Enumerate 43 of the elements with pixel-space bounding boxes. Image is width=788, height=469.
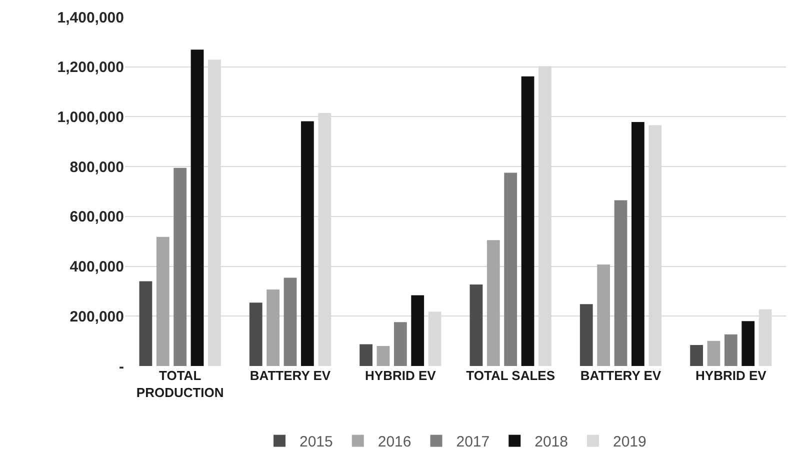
bar — [249, 302, 262, 366]
x-tick-label: TOTAL SALES — [466, 368, 556, 383]
bar — [614, 200, 628, 366]
legend-label: 2017 — [456, 434, 490, 451]
legend-label: 2016 — [378, 434, 412, 451]
bar — [742, 321, 755, 366]
bar — [139, 281, 152, 366]
y-tick-label: 800,000 — [70, 158, 124, 176]
x-tick-label: BATTERY EV — [580, 368, 662, 383]
bar — [266, 289, 280, 366]
y-tick-label: 1,400,000 — [57, 9, 124, 26]
bar — [360, 344, 372, 366]
bar — [597, 264, 610, 366]
bar — [156, 236, 170, 366]
bar — [707, 340, 720, 366]
x-tick-label: HYBRID EV — [696, 368, 767, 383]
bar — [190, 50, 204, 366]
y-tick-label: 400,000 — [70, 258, 124, 276]
y-tick-label: 200,000 — [70, 308, 124, 326]
y-tick-label: - — [119, 358, 124, 376]
bar — [376, 346, 390, 366]
bar — [470, 284, 483, 366]
bar — [300, 121, 314, 366]
bar — [521, 76, 534, 366]
bar — [690, 345, 703, 366]
legend-label: 2018 — [534, 434, 568, 451]
bar — [284, 278, 297, 366]
bar — [504, 172, 518, 366]
y-tick-label: 600,000 — [70, 208, 124, 226]
y-tick-label: 1,200,000 — [57, 59, 124, 76]
bar — [486, 240, 500, 366]
legend-label: 2019 — [613, 434, 646, 451]
x-tick-label: TOTAL PRODUCTION — [136, 368, 224, 400]
bar — [631, 122, 644, 366]
bar — [580, 304, 593, 366]
bar — [724, 334, 738, 366]
x-tick-label: BATTERY EV — [250, 368, 331, 383]
bar — [394, 322, 407, 366]
bar — [174, 168, 187, 366]
y-tick-label: 1,000,000 — [57, 108, 124, 126]
bar — [411, 295, 424, 366]
x-tick-label: HYBRID EV — [365, 368, 436, 383]
legend-label: 2015 — [300, 434, 333, 451]
